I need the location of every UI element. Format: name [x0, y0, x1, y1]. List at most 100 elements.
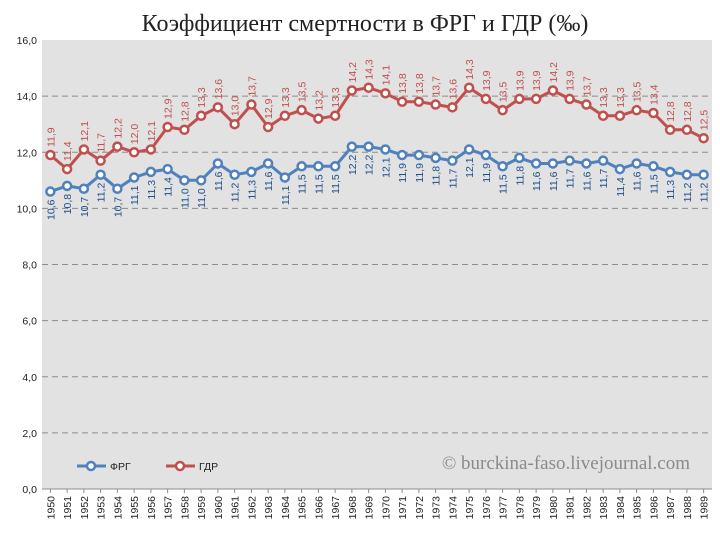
- data-label: 13,5: [297, 82, 309, 103]
- data-label: 13,4: [648, 84, 660, 105]
- y-tick-label: 10,0: [17, 203, 38, 215]
- data-label: 11,6: [263, 171, 275, 191]
- data-point: [112, 183, 123, 194]
- x-tick-label: 1967: [330, 496, 342, 520]
- data-label: 11,6: [632, 171, 644, 191]
- data-label: 11,9: [45, 127, 57, 147]
- data-label: 11,4: [163, 177, 175, 197]
- x-tick-label: 1975: [464, 496, 476, 520]
- data-point: [514, 93, 525, 105]
- data-point: [329, 110, 341, 122]
- data-point: [229, 118, 240, 130]
- data-label: 13,3: [615, 87, 627, 108]
- x-tick-label: 1978: [514, 496, 526, 520]
- data-label: 13,6: [447, 79, 459, 100]
- x-tick-label: 1973: [431, 496, 443, 520]
- data-label: 12,8: [665, 101, 677, 122]
- data-point: [363, 82, 374, 93]
- data-point: [279, 110, 291, 122]
- data-label: 11,4: [62, 141, 74, 161]
- data-label: 13,9: [531, 70, 543, 91]
- y-tick-label: 2,0: [22, 428, 37, 440]
- data-label: 12,1: [146, 121, 158, 142]
- data-point: [564, 93, 575, 105]
- data-point: [463, 144, 475, 155]
- data-point: [463, 82, 475, 93]
- data-label: 10,7: [112, 197, 124, 218]
- x-tick-label: 1956: [146, 496, 158, 520]
- data-label: 12,2: [347, 154, 359, 175]
- data-point: [95, 169, 106, 180]
- x-tick-label: 1980: [548, 496, 560, 520]
- data-point: [128, 172, 140, 183]
- chart-title: Коэффициент смертности в ФРГ и ГДР (‰): [142, 11, 589, 37]
- data-label: 12,1: [380, 157, 392, 178]
- data-point: [497, 161, 508, 172]
- data-point: [430, 99, 441, 110]
- x-tick-label: 1954: [112, 496, 124, 520]
- x-axis-ticks: 1950 1951 1952 1953 1954 1955 1956 1957 1958 1959…: [45, 489, 711, 520]
- data-label: 10,8: [62, 194, 74, 215]
- data-label: 14,3: [364, 59, 376, 80]
- data-label: 11,2: [230, 183, 242, 203]
- data-label: 11,5: [330, 174, 342, 194]
- data-point: [631, 158, 642, 169]
- data-label: 13,2: [313, 90, 325, 111]
- data-label: 13,9: [565, 70, 577, 91]
- data-label: 10,7: [79, 197, 91, 218]
- data-point: [162, 121, 173, 133]
- data-label: 11,7: [598, 169, 610, 189]
- data-label: 13,5: [632, 82, 644, 103]
- data-point: [229, 169, 240, 180]
- data-point: [279, 172, 291, 183]
- legend-marker-gdr: [174, 460, 186, 472]
- data-point: [78, 144, 90, 155]
- y-tick-label: 14,0: [17, 91, 38, 103]
- y-axis-ticks: 0,0 2,0 4,0 6,0 8,0 10,0 12,0 14,0 16,0: [17, 35, 38, 496]
- x-tick-label: 1957: [163, 496, 175, 520]
- x-tick-label: 1963: [263, 496, 275, 520]
- data-point: [162, 163, 173, 175]
- data-point: [614, 163, 626, 175]
- data-point: [430, 152, 441, 164]
- data-point: [648, 107, 659, 119]
- x-tick-label: 1952: [79, 496, 91, 520]
- x-tick-label: 1968: [347, 496, 359, 520]
- data-label: 13,7: [431, 76, 443, 97]
- x-tick-label: 1955: [129, 496, 141, 520]
- data-label: 11,6: [213, 171, 225, 191]
- data-point: [246, 166, 257, 178]
- x-tick-label: 1958: [179, 496, 191, 520]
- data-label: 13,8: [397, 73, 409, 94]
- data-point: [530, 93, 542, 105]
- data-point: [262, 121, 274, 133]
- data-label: 11,4: [615, 177, 627, 197]
- series-line: [49, 145, 704, 193]
- data-label: 11,7: [447, 169, 459, 189]
- watermark: © burckina-faso.livejournal.com: [442, 453, 690, 474]
- data-point: [597, 110, 609, 122]
- data-point: [262, 158, 274, 169]
- x-tick-label: 1972: [414, 496, 426, 520]
- data-point: [380, 88, 391, 99]
- data-label: 12,8: [179, 101, 191, 122]
- x-tick-label: 1971: [397, 496, 409, 520]
- data-label: 13,3: [196, 87, 208, 108]
- data-point: [128, 147, 140, 158]
- data-label: 14,2: [347, 62, 359, 83]
- x-tick-label: 1953: [96, 496, 108, 520]
- legend-label-gdr: ГДР: [199, 461, 218, 473]
- series-frg: 10,6 10,8 10,7 11,2 10,7 11,1 11,3 11,4 11,0 11,0…: [45, 141, 711, 220]
- data-label: 11,5: [313, 174, 325, 194]
- data-point: [530, 158, 542, 169]
- data-label: 10,6: [45, 199, 57, 220]
- data-label: 12,5: [699, 110, 711, 131]
- data-label: 11,2: [682, 183, 694, 203]
- data-label: 11,6: [548, 171, 560, 191]
- data-point: [497, 104, 508, 116]
- y-tick-label: 12,0: [17, 147, 38, 159]
- data-label: 11,8: [514, 166, 526, 186]
- data-label: 14,3: [464, 59, 476, 80]
- data-point: [547, 158, 559, 169]
- legend-label-frg: ФРГ: [110, 461, 131, 473]
